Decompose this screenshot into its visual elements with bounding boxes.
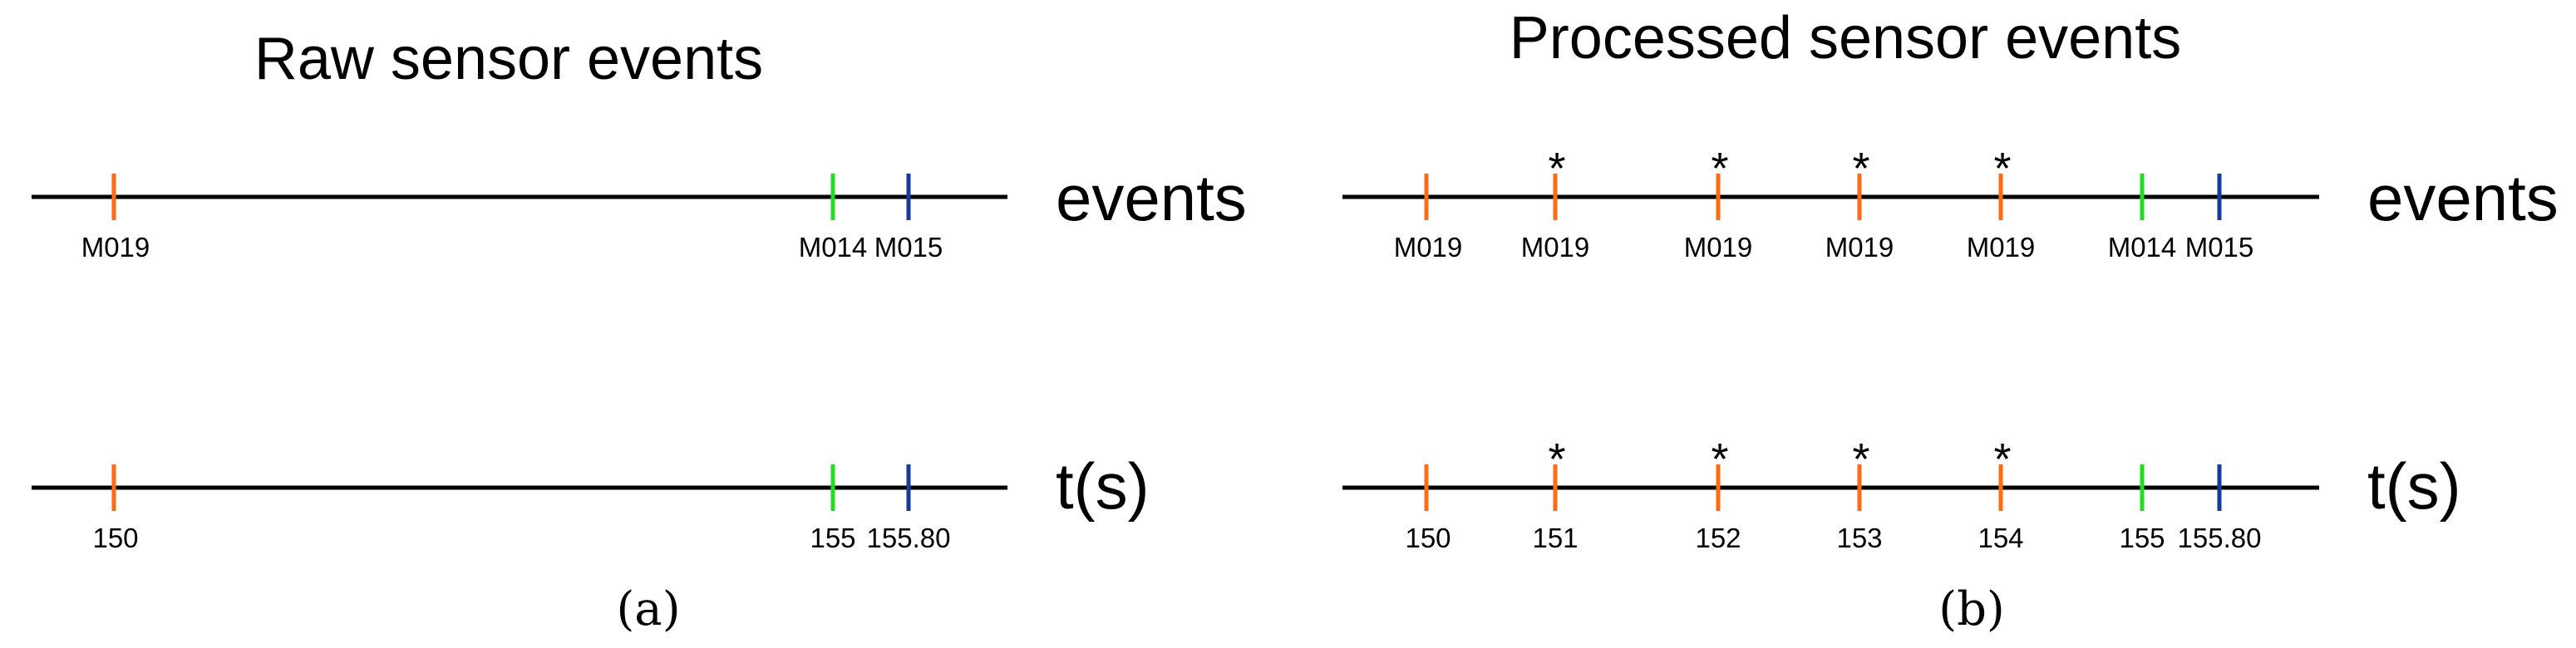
panel-b-caption: (b) — [1938, 582, 2005, 636]
panel-a-row-time: 150 155 155.80 t(s) — [32, 449, 1150, 553]
interpolated-marker: * — [1993, 434, 2011, 484]
tick-label: M019 — [1967, 232, 2036, 263]
tick-label: 152 — [1695, 523, 1741, 553]
interpolated-marker: * — [1548, 434, 1565, 484]
interpolated-marker: * — [1711, 144, 1728, 194]
tick-label: 150 — [1405, 523, 1451, 553]
row-label-time: t(s) — [1056, 449, 1150, 523]
panel-a-title: Raw sensor events — [254, 26, 763, 92]
interpolated-marker: * — [1548, 144, 1565, 194]
tick-label: 154 — [1978, 523, 2023, 553]
tick-label: 155.80 — [2178, 523, 2262, 553]
interpolated-marker: * — [1993, 144, 2011, 194]
panel-b-row-time: 150 * 151 * 152 * 153 * 154 155 155.80 t(s) — [1342, 434, 2461, 553]
tick-label: M015 — [2185, 232, 2254, 263]
panel-b-title: Processed sensor events — [1510, 5, 2181, 71]
panel-a-caption: (a) — [616, 582, 680, 636]
row-label-events: events — [2367, 161, 2559, 234]
panel-a-row-events: M019 M014 M015 events — [32, 161, 1247, 263]
tick-label: 151 — [1532, 523, 1578, 553]
tick-label: M019 — [81, 232, 150, 263]
row-label-events: events — [1056, 161, 1247, 234]
interpolated-marker: * — [1852, 434, 1869, 484]
tick-label: 153 — [1836, 523, 1882, 553]
tick-label: M019 — [1394, 232, 1463, 263]
tick-label: 155.80 — [867, 523, 951, 553]
tick-label: M019 — [1521, 232, 1590, 263]
tick-label: M019 — [1825, 232, 1894, 263]
tick-label: M014 — [2108, 232, 2177, 263]
row-label-time: t(s) — [2367, 449, 2461, 523]
tick-label: 155 — [2119, 523, 2165, 553]
tick-label: M014 — [799, 232, 868, 263]
tick-label: M015 — [874, 232, 943, 263]
interpolated-marker: * — [1852, 144, 1869, 194]
tick-label: 150 — [92, 523, 138, 553]
tick-label: 155 — [810, 523, 855, 553]
interpolated-marker: * — [1711, 434, 1728, 484]
panel-b: Processed sensor events M019*M019*M019*M… — [1342, 5, 2559, 636]
tick-label: M019 — [1684, 232, 1753, 263]
panel-b-row-events: M019 * M019 * M019 * M019 * M019 M014 M015 events — [1342, 144, 2559, 263]
